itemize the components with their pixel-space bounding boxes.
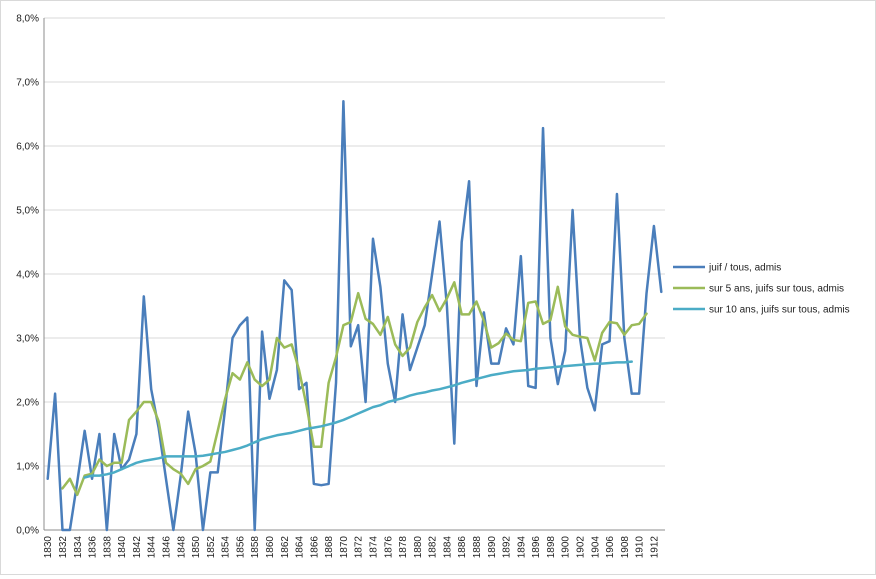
x-tick-label: 1910 [635, 536, 646, 559]
y-tick-label: 2,0% [16, 398, 39, 409]
x-tick-label: 1866 [309, 536, 320, 559]
x-tick-label: 1852 [206, 536, 217, 559]
x-tick-label: 1862 [280, 536, 291, 559]
x-tick-label: 1882 [428, 536, 439, 559]
y-tick-label: 3,0% [16, 334, 39, 345]
x-tick-label: 1872 [354, 536, 365, 559]
x-tick-label: 1856 [235, 536, 246, 559]
x-tick-label: 1888 [472, 536, 483, 559]
x-tick-label: 1834 [73, 536, 84, 559]
x-tick-label: 1892 [502, 536, 513, 559]
x-tick-label: 1868 [324, 536, 335, 559]
x-tick-label: 1898 [546, 536, 557, 559]
legend-label: sur 10 ans, juifs sur tous, admis [709, 305, 850, 316]
y-tick-label: 7,0% [16, 78, 39, 89]
x-tick-label: 1894 [516, 536, 527, 559]
x-tick-label: 1912 [649, 536, 660, 559]
x-tick-label: 1906 [605, 536, 616, 559]
x-tick-label: 1846 [161, 536, 172, 559]
y-tick-label: 8,0% [16, 14, 39, 25]
x-tick-label: 1884 [442, 536, 453, 559]
x-axis-tick-labels: 1830 1832 1834 1836 1838 1840 1842 1844 1846 1848… [43, 536, 660, 559]
x-tick-label: 1864 [295, 536, 306, 559]
legend-label: sur 5 ans, juifs sur tous, admis [709, 284, 844, 295]
y-tick-label: 6,0% [16, 142, 39, 153]
x-tick-label: 1840 [117, 536, 128, 559]
x-tick-label: 1890 [487, 536, 498, 559]
x-tick-label: 1908 [620, 536, 631, 559]
y-tick-label: 0,0% [16, 526, 39, 537]
x-tick-label: 1904 [590, 536, 601, 559]
x-tick-label: 1860 [265, 536, 276, 559]
y-tick-label: 4,0% [16, 270, 39, 281]
series-line-1 [46, 99, 663, 532]
x-tick-label: 1876 [383, 536, 394, 559]
x-tick-label: 1878 [398, 536, 409, 559]
x-tick-label: 1836 [88, 536, 99, 559]
gridlines [43, 17, 665, 531]
x-tick-label: 1886 [457, 536, 468, 559]
x-tick-label: 1832 [58, 536, 69, 559]
x-tick-label: 1838 [102, 536, 113, 559]
series-line-2 [61, 281, 648, 497]
x-tick-label: 1850 [191, 536, 202, 559]
x-tick-label: 1874 [368, 536, 379, 559]
legend: juif / tous, admis sur 5 ans, juifs sur t… [673, 263, 850, 316]
y-tick-label: 1,0% [16, 462, 39, 473]
x-tick-label: 1870 [339, 536, 350, 559]
x-tick-label: 1830 [43, 536, 54, 559]
legend-label: juif / tous, admis [708, 263, 781, 274]
x-tick-label: 1900 [561, 536, 572, 559]
x-tick-label: 1854 [221, 536, 232, 559]
series-line-3 [83, 360, 633, 479]
x-tick-label: 1842 [132, 536, 143, 559]
x-tick-label: 1896 [531, 536, 542, 559]
x-tick-label: 1844 [147, 536, 158, 559]
series-lines [46, 99, 663, 532]
x-tick-label: 1880 [413, 536, 424, 559]
y-tick-label: 5,0% [16, 206, 39, 217]
x-tick-label: 1848 [176, 536, 187, 559]
x-tick-label: 1858 [250, 536, 261, 559]
x-tick-label: 1902 [575, 536, 586, 559]
y-axis-tick-labels: 0,0% 1,0% 2,0% 3,0% 4,0% 5,0% 6,0% 7,0% 8,0% [16, 14, 39, 537]
